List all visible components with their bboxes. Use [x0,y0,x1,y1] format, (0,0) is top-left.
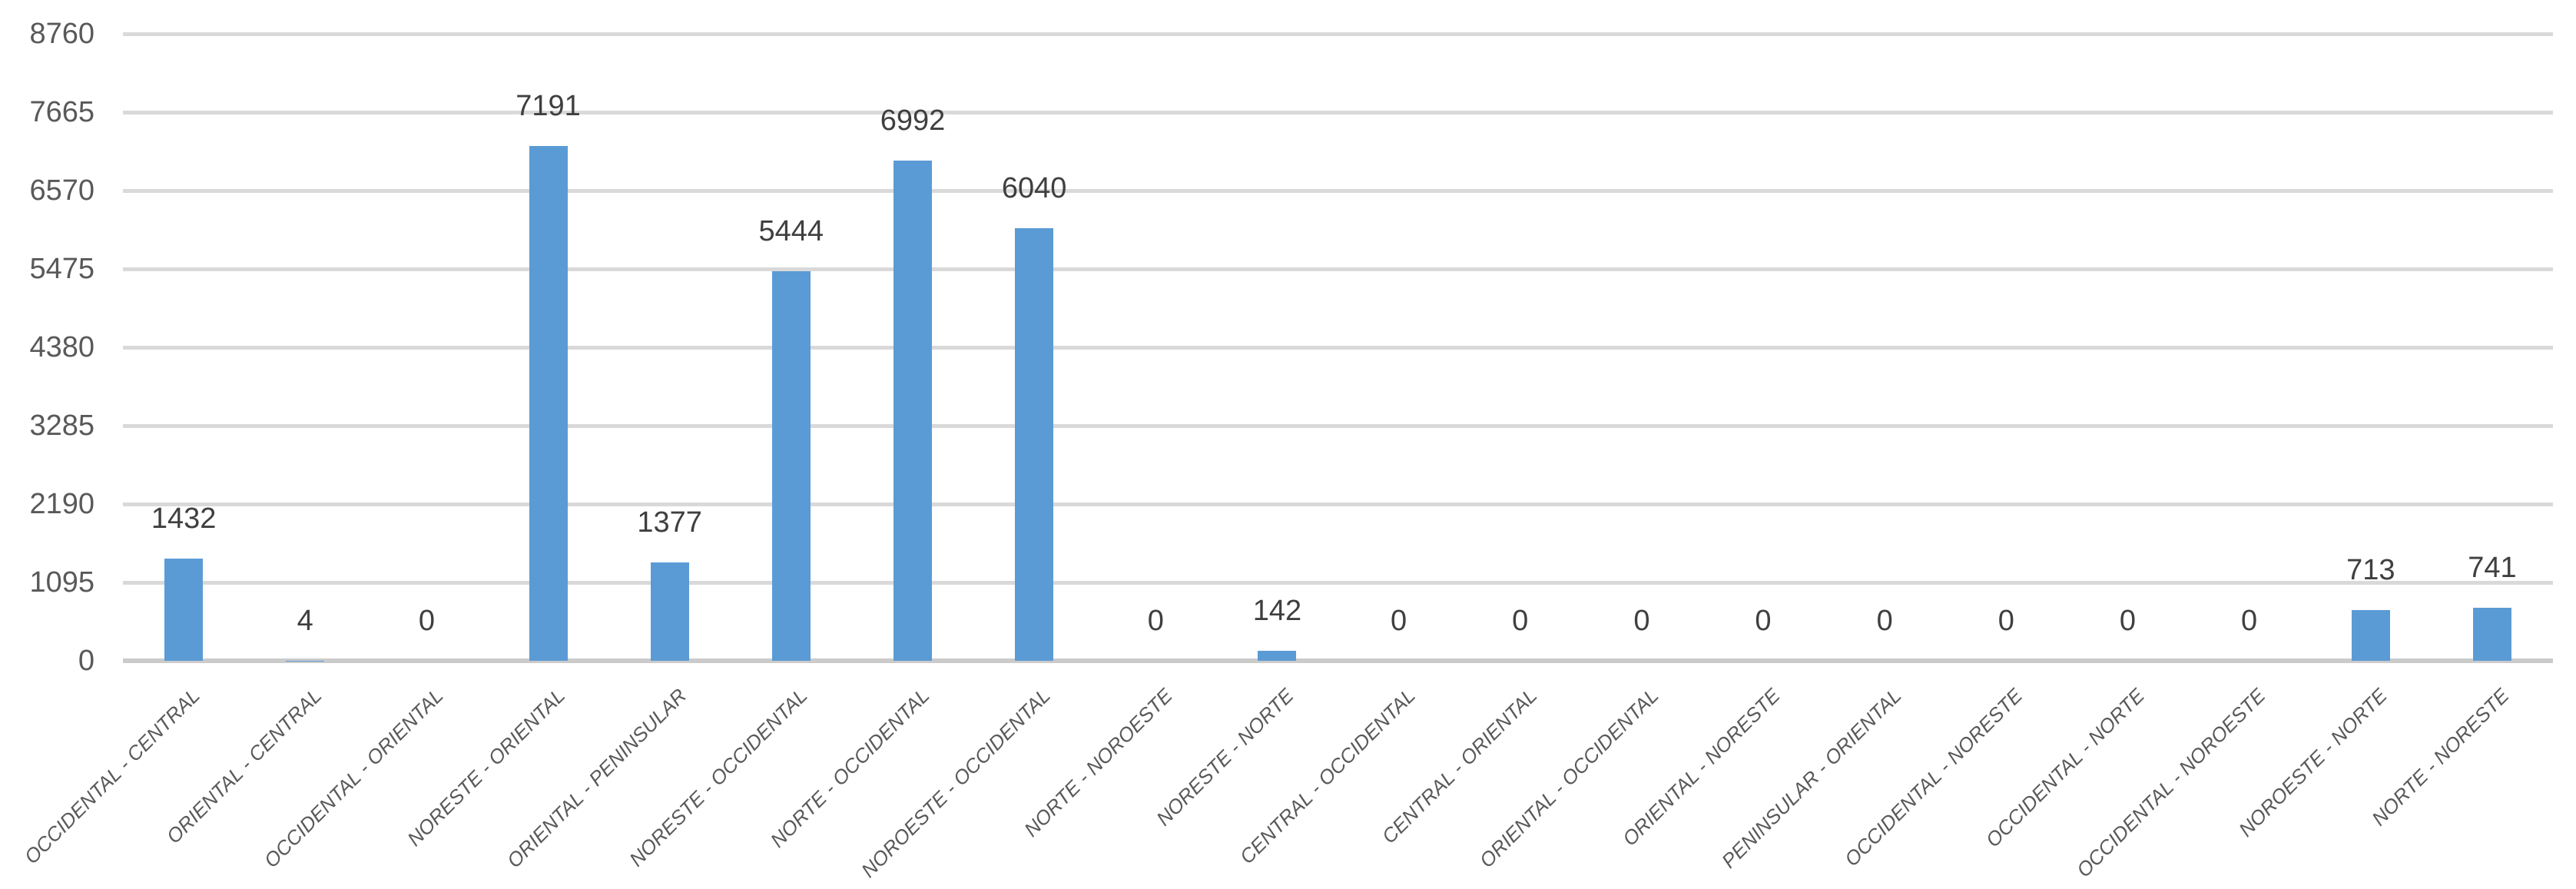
bar[interactable] [650,562,689,661]
gridline [123,502,2553,506]
bar-value-label: 0 [2241,605,2258,637]
gridline [123,345,2553,350]
y-tick-label: 2190 [29,488,94,520]
bar-value-label: 0 [1997,605,2014,637]
y-tick-label: 8760 [29,18,94,50]
bar[interactable] [1258,650,1297,661]
gridline [123,32,2553,36]
bar-value-label: 5444 [758,214,824,247]
gridline [123,580,2553,585]
bar[interactable] [1015,228,1054,661]
bar-value-label: 7191 [516,90,581,123]
y-tick-label: 3285 [29,410,94,442]
gridline [123,267,2553,271]
gridline [123,423,2553,428]
bar-value-label: 1432 [151,502,217,535]
bar-value-label: 741 [2468,552,2517,584]
bar-value-label: 0 [418,605,435,637]
bar-value-label: 0 [1755,605,1772,637]
bar-value-label: 0 [1876,605,1893,637]
bar-value-label: 1377 [637,506,702,539]
bar[interactable] [2351,609,2390,661]
y-tick-label: 6570 [29,174,94,207]
bar[interactable] [771,270,811,661]
bar-value-label: 713 [2346,553,2395,586]
bar-value-label: 0 [1512,605,1529,637]
bar-value-label: 0 [1391,605,1407,637]
y-tick-label: 7665 [29,96,94,128]
bar-value-label: 142 [1252,594,1302,627]
bar[interactable] [164,558,204,661]
y-tick-label: 1095 [29,566,94,599]
x-axis-line [123,658,2553,663]
bar-value-label: 0 [2119,605,2137,637]
x-category-label: NORESTE - NORTE [1152,684,1298,831]
bar-value-label: 0 [1147,605,1164,637]
bar[interactable] [529,146,568,661]
bar[interactable] [2472,607,2511,661]
y-tick-label: 0 [78,645,94,677]
bar-value-label: 6040 [1001,172,1067,205]
bar-value-label: 6992 [880,104,946,137]
bar-value-label: 4 [297,604,313,637]
bar-value-label: 0 [1633,605,1650,637]
gridline [123,188,2553,193]
y-tick-label: 4380 [29,331,94,363]
y-tick-label: 5475 [29,253,94,285]
x-category-label: NORTE - NORESTE [2366,684,2514,831]
bar[interactable] [893,160,932,661]
gridline [123,110,2553,114]
